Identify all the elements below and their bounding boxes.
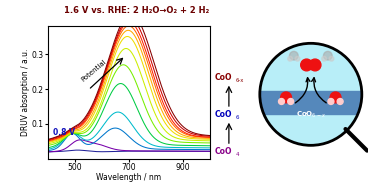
- Circle shape: [337, 98, 343, 105]
- Circle shape: [329, 56, 334, 61]
- Circle shape: [260, 43, 362, 145]
- Text: CoO: CoO: [214, 110, 232, 119]
- Text: 6-x: 6-x: [236, 78, 244, 83]
- Circle shape: [290, 51, 298, 60]
- FancyArrowPatch shape: [296, 78, 310, 103]
- Circle shape: [288, 56, 293, 61]
- Circle shape: [322, 56, 326, 61]
- Circle shape: [323, 51, 332, 60]
- Circle shape: [279, 98, 284, 105]
- Circle shape: [330, 92, 341, 103]
- Text: CoO$_{6-x}$: CoO$_{6-x}$: [296, 109, 326, 119]
- Text: 4: 4: [236, 152, 239, 157]
- FancyArrowPatch shape: [312, 78, 326, 103]
- Circle shape: [288, 98, 294, 105]
- Circle shape: [281, 92, 291, 103]
- Text: 6: 6: [236, 115, 239, 120]
- Text: 0.8 V: 0.8 V: [53, 128, 75, 137]
- Text: CoO: CoO: [214, 73, 232, 82]
- Text: 1.6 V vs. RHE: 2 H₂O→O₂ + 2 H₂: 1.6 V vs. RHE: 2 H₂O→O₂ + 2 H₂: [64, 6, 209, 15]
- Bar: [260, 91, 362, 114]
- Y-axis label: DRUV absorption / a.u.: DRUV absorption / a.u.: [21, 49, 30, 136]
- Text: CoO: CoO: [214, 147, 232, 156]
- Circle shape: [301, 59, 312, 71]
- Circle shape: [328, 98, 334, 105]
- Circle shape: [309, 59, 321, 71]
- Text: Potential: Potential: [80, 59, 107, 83]
- Circle shape: [295, 56, 300, 61]
- X-axis label: Wavelength / nm: Wavelength / nm: [96, 173, 161, 182]
